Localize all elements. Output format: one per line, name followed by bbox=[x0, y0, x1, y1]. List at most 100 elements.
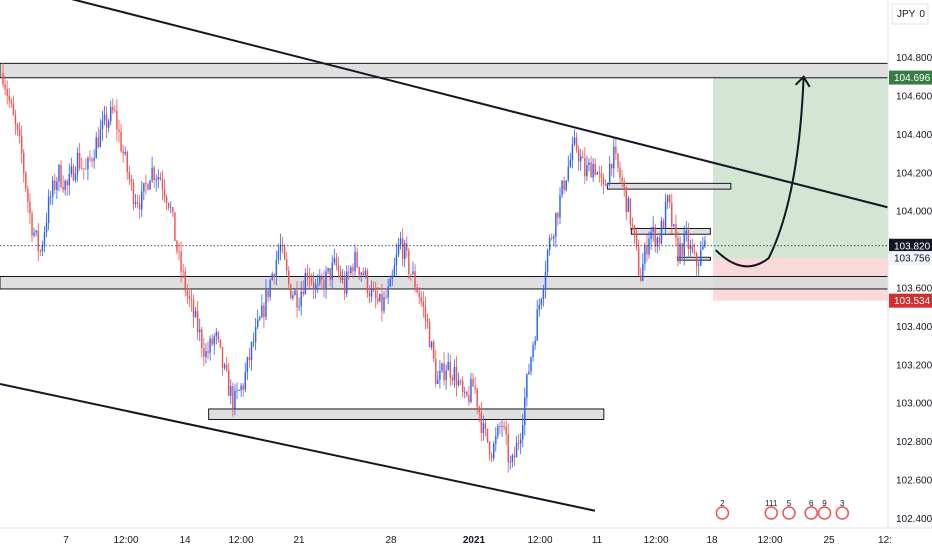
trendline[interactable] bbox=[0, 383, 596, 512]
currency-box[interactable] bbox=[891, 3, 929, 25]
zone-rect[interactable] bbox=[208, 408, 605, 421]
event-flag-icon[interactable] bbox=[715, 506, 730, 520]
candle-body bbox=[281, 244, 284, 247]
candle-body bbox=[261, 305, 263, 318]
candle-body bbox=[505, 426, 507, 435]
candle-body bbox=[217, 332, 220, 340]
candle-body bbox=[45, 222, 48, 233]
candle-body bbox=[644, 245, 646, 264]
candle-body bbox=[559, 195, 561, 218]
arrow-head[interactable] bbox=[794, 75, 811, 88]
candle-body bbox=[263, 305, 265, 318]
candle-body bbox=[76, 152, 79, 174]
candle-body bbox=[360, 272, 362, 275]
candle-body bbox=[155, 179, 157, 181]
time-tick-label: 28 bbox=[385, 535, 397, 546]
candle-body bbox=[497, 426, 499, 436]
candle-body bbox=[553, 236, 555, 239]
event-flag-icon[interactable] bbox=[835, 506, 850, 520]
candle-body bbox=[617, 153, 619, 168]
candle-body bbox=[408, 250, 410, 275]
price-tick-label: 102.400 bbox=[896, 514, 932, 525]
candle-body bbox=[54, 180, 56, 190]
zone-rect[interactable] bbox=[630, 227, 711, 235]
candlestick-series bbox=[2, 62, 706, 473]
candle-body bbox=[393, 265, 396, 276]
trendline[interactable] bbox=[0, 0, 889, 209]
time-axis-ticks: 7 12:00 14 12:00 21 28 2021 12:00 11 12:00 18 12:00… bbox=[63, 535, 892, 546]
candle-body bbox=[130, 179, 133, 183]
time-tick-label: 12:00 bbox=[527, 535, 552, 546]
candle-body bbox=[524, 397, 526, 426]
candle-body bbox=[374, 290, 377, 299]
candle-body bbox=[451, 377, 454, 381]
candle-body bbox=[209, 338, 211, 353]
candle-body bbox=[441, 363, 443, 371]
candle-body bbox=[323, 279, 325, 290]
event-flag-icon[interactable] bbox=[804, 506, 818, 520]
candle-body bbox=[308, 277, 311, 279]
candle-body bbox=[126, 152, 128, 173]
time-tick-label: 18 bbox=[706, 535, 718, 546]
candle-body bbox=[685, 230, 688, 234]
candle-body bbox=[507, 434, 509, 463]
candle-body bbox=[259, 317, 261, 320]
candle-body bbox=[64, 180, 66, 191]
zone-rect[interactable] bbox=[606, 182, 732, 190]
event-flag-icon[interactable] bbox=[782, 506, 796, 520]
price-axis[interactable] bbox=[888, 0, 932, 550]
trendlines[interactable] bbox=[0, 0, 889, 512]
candle-body bbox=[695, 253, 698, 266]
price-tag-label: 104.696 bbox=[894, 73, 931, 84]
candle-body bbox=[134, 202, 137, 205]
candle-body bbox=[602, 177, 605, 184]
candle-body bbox=[333, 258, 336, 263]
zone-rect[interactable] bbox=[0, 62, 889, 79]
event-flag-icon[interactable] bbox=[817, 506, 832, 520]
candle-body bbox=[248, 357, 251, 361]
candle-body bbox=[20, 135, 23, 154]
candle-body bbox=[4, 84, 6, 90]
candle-body bbox=[91, 159, 93, 161]
candle-body bbox=[511, 455, 514, 462]
candle-body bbox=[285, 259, 288, 271]
candle-body bbox=[213, 336, 215, 345]
candle-body bbox=[474, 386, 476, 389]
candle-body bbox=[112, 107, 114, 111]
candle-body bbox=[186, 290, 189, 296]
projection-arrow[interactable] bbox=[715, 75, 811, 268]
candle-body bbox=[246, 357, 249, 373]
candle-body bbox=[329, 268, 331, 280]
arrow-curve[interactable] bbox=[715, 76, 805, 268]
candle-body bbox=[401, 238, 404, 259]
candle-body bbox=[571, 144, 574, 161]
candle-body bbox=[372, 289, 375, 291]
candle-body bbox=[95, 137, 97, 159]
candle-body bbox=[573, 137, 576, 145]
candle-body bbox=[138, 203, 141, 210]
candle-body bbox=[49, 196, 52, 198]
candle-body bbox=[18, 129, 21, 136]
candle-body bbox=[335, 258, 338, 266]
zone-rect[interactable] bbox=[0, 275, 889, 290]
price-tick-label: 104.600 bbox=[896, 92, 932, 103]
candle-body bbox=[201, 329, 203, 349]
candle-body bbox=[598, 172, 601, 174]
candle-body bbox=[656, 237, 659, 247]
candle-body bbox=[33, 232, 35, 236]
candle-body bbox=[27, 188, 29, 202]
economic-events[interactable]: 2 111 5 6 9 3 bbox=[715, 499, 850, 520]
candle-body bbox=[604, 183, 607, 186]
candle-body bbox=[385, 297, 387, 299]
position-tool[interactable] bbox=[713, 77, 888, 301]
support-resistance-zones[interactable] bbox=[0, 62, 889, 421]
profit-zone[interactable] bbox=[713, 77, 888, 259]
event-flag-icon[interactable] bbox=[764, 506, 778, 520]
candle-body bbox=[691, 245, 694, 252]
time-tick-label: 12:00 bbox=[643, 535, 668, 546]
candle-body bbox=[391, 275, 394, 280]
candle-body bbox=[35, 230, 37, 233]
candle-body bbox=[317, 283, 319, 285]
candle-body bbox=[557, 213, 559, 218]
